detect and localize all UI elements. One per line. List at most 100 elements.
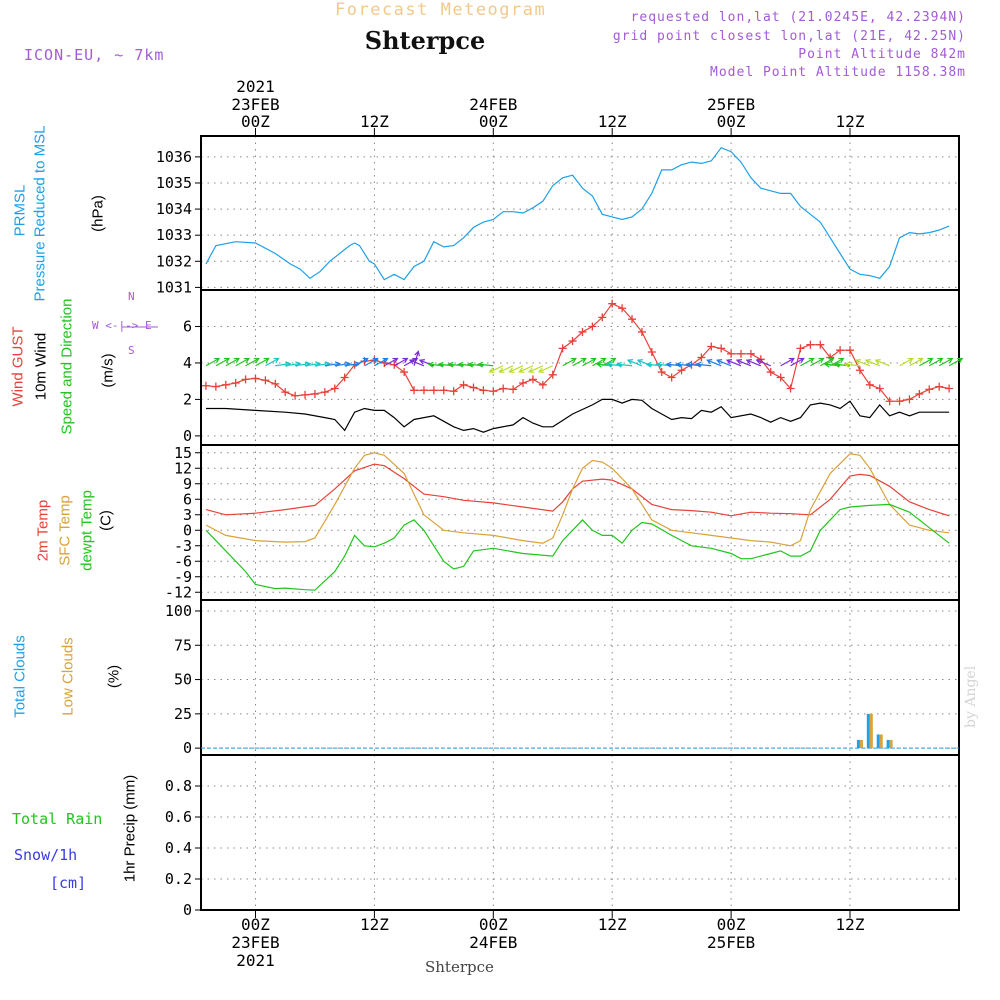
gust-marker	[855, 366, 864, 375]
wind-arrow	[615, 361, 633, 368]
wind-arrow	[819, 357, 835, 367]
wind-arrow	[384, 357, 399, 367]
wind-arrow	[265, 357, 280, 367]
wind-arrow	[518, 365, 534, 373]
y-tick-label: 6	[183, 317, 192, 335]
y-tick-label: -9	[174, 568, 192, 586]
gust-marker	[776, 373, 785, 382]
wind-arrow	[938, 357, 954, 367]
x-tick-label-bottom: 12Z	[598, 915, 627, 934]
wind-arrow	[948, 357, 964, 367]
x-tick-label-top: 00Z	[717, 112, 746, 131]
wind-arrow	[537, 365, 553, 373]
gust-marker	[647, 348, 656, 356]
wind-arrow	[374, 357, 389, 367]
gust-marker	[489, 387, 498, 396]
gust-marker	[548, 370, 557, 379]
gust-marker	[945, 384, 954, 393]
panel-frame	[200, 135, 960, 291]
wind-arrow	[364, 357, 379, 367]
x-date-label-top: 23FEB	[231, 95, 279, 114]
y-tick-label: 3	[183, 506, 192, 524]
gust-marker	[429, 386, 438, 395]
wind-arrow	[408, 359, 425, 367]
gust-marker	[211, 382, 220, 391]
wind-arrow	[735, 359, 752, 367]
wind-arrow	[582, 357, 597, 367]
y-tick-label: 1036	[156, 148, 192, 166]
x-year-label-bottom: 2021	[236, 951, 275, 970]
gust-marker	[697, 353, 706, 362]
total-cloud-bar	[876, 734, 880, 749]
requested-coords: requested lon,lat (21.0245E, 42.2394N)	[630, 10, 966, 25]
gust-marker	[885, 397, 894, 406]
wind-arrow	[928, 357, 944, 367]
point-altitude: Point Altitude 842m	[798, 47, 966, 62]
wind-arrow	[562, 357, 577, 367]
wind-arrow	[488, 365, 504, 373]
gust-marker	[271, 379, 280, 388]
y-tick-label: 12	[174, 459, 192, 477]
gust-marker	[608, 299, 617, 308]
x-date-label-top: 24FEB	[469, 95, 517, 114]
x-tick-label-bottom: 00Z	[479, 915, 508, 934]
gust-marker	[261, 376, 270, 385]
wind-arrow	[790, 357, 805, 367]
gust-marker	[667, 373, 676, 382]
gust-marker	[875, 384, 884, 393]
gust-marker	[419, 386, 428, 395]
wind-arrow	[354, 357, 369, 367]
grid-point-coords: grid point closest lon,lat (21E, 42.25N)	[612, 29, 966, 44]
wind-arrow	[745, 359, 762, 367]
gust-marker	[628, 315, 637, 324]
footer-location: Shterpce	[425, 958, 494, 976]
x-date-label-top: 25FEB	[707, 95, 755, 114]
x-tick-label-top: 12Z	[360, 112, 389, 131]
gust-marker	[588, 322, 597, 331]
x-tick-label-bottom: 00Z	[717, 915, 746, 934]
wind-arrow	[225, 357, 241, 367]
y-tick-label: 100	[165, 602, 192, 620]
gust-marker	[598, 313, 607, 322]
meteogram-subtitle: Forecast Meteogram	[335, 0, 547, 20]
wind-arrow	[626, 359, 643, 367]
series-line-dewpt-temp	[205, 503, 950, 591]
panel-frame	[200, 599, 960, 756]
y-tick-label: 0.6	[165, 808, 192, 826]
y-tick-label: 1033	[156, 226, 192, 244]
gust-marker	[816, 340, 825, 349]
series-line-prmsl	[205, 146, 950, 281]
low-cloud-bar	[869, 713, 873, 749]
model-altitude: Model Point Altitude 1158.38m	[710, 65, 966, 80]
y-tick-label: 0	[183, 739, 192, 757]
gust-marker	[519, 379, 528, 387]
wind-arrow	[716, 359, 732, 367]
gust-marker	[737, 349, 746, 358]
gust-marker	[459, 380, 468, 389]
wind-arrow	[498, 365, 514, 373]
wind-arrow	[215, 357, 231, 367]
x-tick-label-bottom: 12Z	[836, 915, 865, 934]
gust-marker	[400, 368, 409, 377]
y-tick-label: 4	[183, 354, 192, 372]
gust-marker	[301, 390, 310, 399]
wind-arrow	[413, 350, 420, 366]
series-line-10m-wind	[206, 398, 950, 433]
location-title: Shterpce	[364, 26, 486, 55]
y-tick-label: 1031	[156, 278, 192, 296]
gust-marker	[657, 368, 666, 377]
y-tick-label: 1032	[156, 252, 192, 270]
series-line-sfc-temp	[205, 452, 950, 547]
wind-arrow	[592, 357, 607, 367]
gust-marker	[895, 397, 904, 406]
y-tick-label: 0.8	[165, 777, 192, 795]
x-date-label-bottom: 25FEB	[707, 933, 755, 952]
y-tick-label: 6	[183, 490, 192, 508]
panel-frame	[200, 754, 960, 911]
gust-marker	[925, 385, 934, 394]
wind-arrow	[245, 357, 260, 367]
gust-marker	[449, 387, 458, 396]
gust-marker	[637, 327, 646, 336]
y-tick-label: 75	[174, 636, 192, 654]
compass-we: W <-|-> E	[92, 319, 152, 332]
